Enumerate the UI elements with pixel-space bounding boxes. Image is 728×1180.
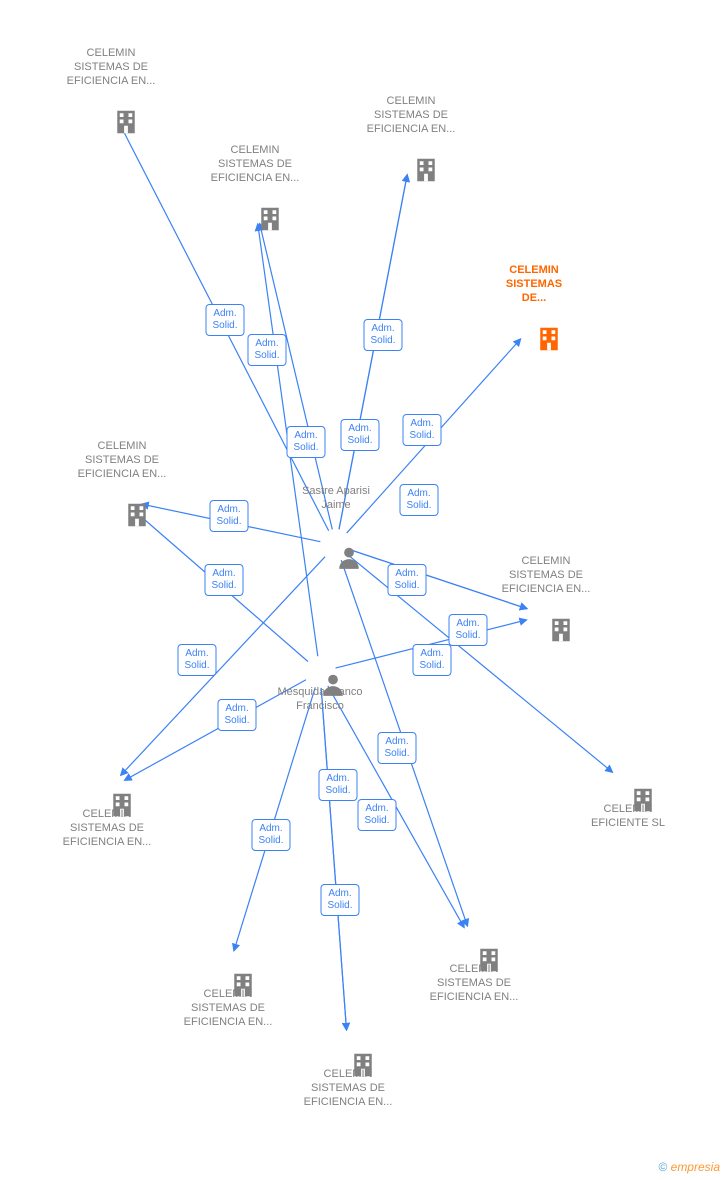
- edge: [124, 680, 306, 781]
- edge: [328, 686, 464, 928]
- edge: [121, 557, 325, 776]
- edge: [137, 513, 308, 661]
- edge: [234, 687, 315, 951]
- edge: [348, 555, 612, 772]
- edge: [258, 224, 318, 656]
- edge: [120, 125, 329, 531]
- copyright-symbol: ©: [658, 1160, 667, 1174]
- edge: [347, 339, 521, 533]
- footer: © empresia: [658, 1160, 720, 1174]
- network-graph-svg: [0, 0, 728, 1180]
- edge: [321, 688, 346, 1030]
- brand-name: empresia: [671, 1160, 720, 1174]
- edge: [142, 504, 321, 542]
- edge: [260, 223, 333, 529]
